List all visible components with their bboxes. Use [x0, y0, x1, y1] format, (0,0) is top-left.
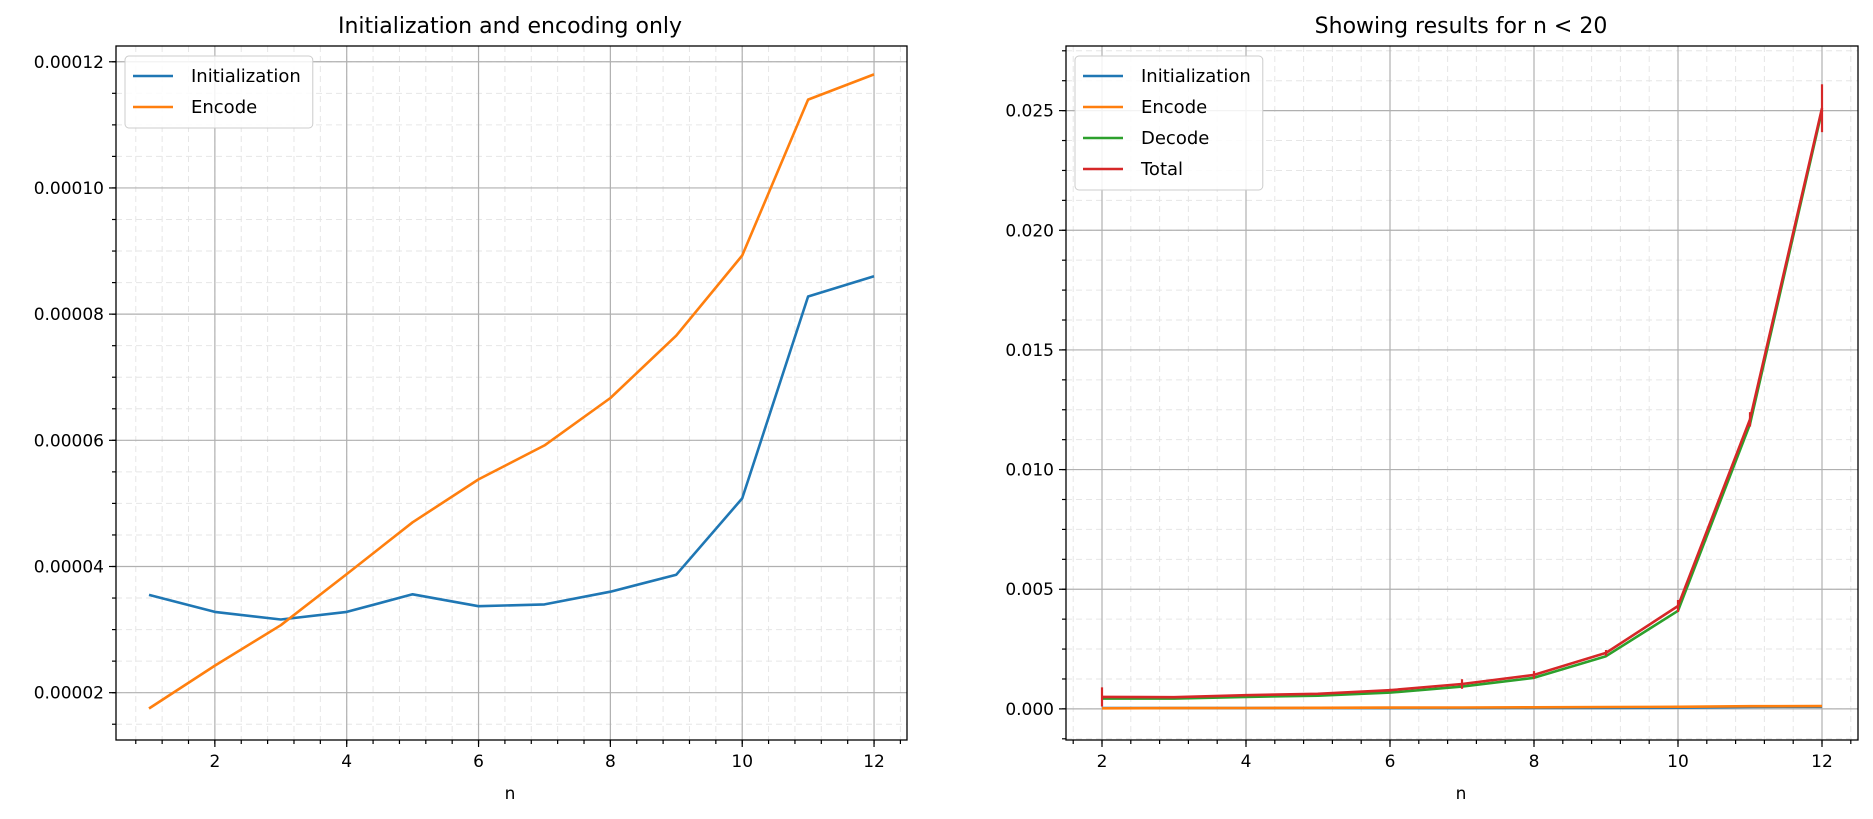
- plot-frame: [1065, 45, 1859, 741]
- legend: Initialization Encode: [124, 55, 314, 129]
- legend-label: Total: [1140, 159, 1183, 180]
- y-tick-label: 0.010: [1005, 461, 1054, 481]
- x-tick-label: 12: [1811, 752, 1833, 772]
- legend-box: [1074, 55, 1264, 191]
- legend-label: Encode: [191, 97, 257, 118]
- x-tick-label: 6: [1385, 752, 1396, 772]
- x-tick-label: 2: [1097, 752, 1108, 772]
- grid-lines: [1066, 46, 1858, 740]
- chart-title: Initialization and encoding only: [338, 14, 682, 39]
- x-tick-label: 6: [473, 752, 484, 772]
- x-axis-label: n: [505, 784, 516, 804]
- legend-label: Initialization: [191, 66, 301, 87]
- y-tick-label: 0.025: [1005, 102, 1054, 122]
- x-tick-label: 4: [1241, 752, 1252, 772]
- chart-title: Showing results for n < 20: [1315, 14, 1608, 39]
- y-tick-label: 0.00010: [34, 179, 104, 199]
- grid-lines: [116, 46, 907, 740]
- y-tick-label: 0.005: [1005, 580, 1054, 600]
- x-tick-label: 8: [605, 752, 616, 772]
- series-line-decode: [1102, 110, 1824, 700]
- x-tick-label: 10: [1667, 752, 1689, 772]
- chart-panel-right: Showing results for n < 20 n 2 4 6 8 10 12 0.0…: [1005, 14, 1859, 804]
- chart-panel-left: Initialization and encoding only n 2 4 6 8 1…: [34, 14, 908, 804]
- y-tick-label: 0.015: [1005, 341, 1054, 361]
- legend-label: Encode: [1141, 97, 1207, 118]
- series-line-encode: [148, 73, 875, 710]
- legend-box: [124, 55, 314, 129]
- y-tick-label: 0.00008: [34, 305, 104, 325]
- x-tick-label: 8: [1529, 752, 1540, 772]
- x-tick-label: 10: [731, 752, 753, 772]
- x-axis-label: n: [1456, 784, 1467, 804]
- y-tick-label: 0.00004: [34, 558, 104, 578]
- x-tick-label: 4: [341, 752, 352, 772]
- legend-label: Initialization: [1141, 66, 1251, 87]
- y-tick-label: 0.000: [1005, 700, 1054, 720]
- y-tick-label: 0.00012: [34, 53, 104, 73]
- x-tick-label: 2: [209, 752, 220, 772]
- y-tick-label: 0.020: [1005, 221, 1054, 241]
- y-tick-label: 0.00006: [34, 431, 104, 451]
- legend: Initialization Encode Decode Total: [1074, 55, 1264, 191]
- series-line-total: [1101, 107, 1824, 699]
- plot-frame: [115, 45, 908, 741]
- x-tick-label: 12: [863, 752, 885, 772]
- series-line-initialization: [148, 275, 875, 621]
- series-line-encode: [1101, 704, 1823, 710]
- legend-label: Decode: [1141, 128, 1209, 149]
- y-tick-label: 0.00002: [34, 684, 104, 704]
